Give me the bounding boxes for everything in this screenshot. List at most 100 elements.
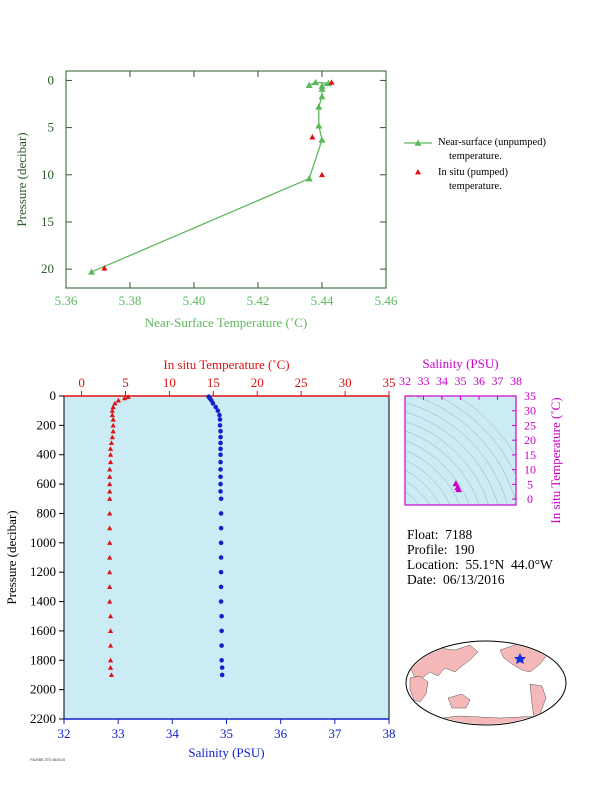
top-x-tick-label: 5.46	[375, 293, 398, 308]
salinity-point	[218, 555, 224, 560]
temperature-point	[107, 554, 113, 560]
salinity-point	[217, 417, 223, 422]
salinity-point	[218, 446, 223, 452]
ts-y-tick-label: 5	[527, 477, 533, 491]
in-situ-point	[101, 265, 108, 271]
top-y-tick-label: 15	[41, 214, 54, 229]
ts-y-tick-label: 10	[524, 463, 536, 477]
top-x-tick-label: 5.42	[247, 293, 270, 308]
top-x-axis-label: Near-Surface Temperature (˚C)	[145, 315, 307, 330]
profile-date: Date: 06/13/2016	[407, 572, 505, 587]
top-x-tick-label: 5.38	[119, 293, 142, 308]
top-plot-area	[65, 70, 387, 289]
pressure-tick-label: 800	[37, 505, 57, 520]
pressure-tick-label: 1800	[30, 652, 56, 667]
near-surface-chart: 5.36 5.38 5.40 5.42 5.44 5.46 0 5 10 15 20 Near-Sur…	[14, 70, 432, 330]
temperature-point	[107, 446, 114, 451]
salinity-point	[218, 540, 224, 546]
salinity-point	[218, 434, 223, 440]
legend-in-situ-line2: temperature.	[449, 181, 502, 192]
legend-marker-near-surface	[414, 139, 422, 146]
ts-y-axis-label: In situ Temperature (˚C)	[548, 397, 563, 523]
salinity-tick-label: 38	[383, 726, 396, 741]
salinity-point	[218, 440, 223, 446]
salinity-point	[218, 428, 223, 434]
temperature-tick-label: 5	[122, 375, 129, 390]
near-surface-point	[318, 82, 326, 89]
near-surface-point	[312, 78, 320, 86]
ts-y-tick-label: 20	[524, 433, 536, 447]
pressure-tick-label: 1000	[30, 535, 56, 550]
profile-plot-area	[63, 395, 390, 720]
salinity-axis-label: Salinity (PSU)	[188, 745, 264, 760]
pressure-tick-label: 1600	[30, 623, 56, 638]
salinity-point	[218, 525, 224, 531]
salinity-tick-label: 32	[58, 726, 71, 741]
ts-x-tick-label: 38	[510, 374, 522, 388]
ts-y-tick-label: 15	[524, 448, 536, 462]
in-situ-point	[328, 79, 335, 85]
salinity-point	[218, 467, 223, 472]
salinity-point	[218, 569, 224, 575]
salinity-tick-label: 34	[166, 726, 180, 741]
temperature-point	[110, 416, 116, 422]
temperature-point	[107, 665, 114, 670]
salinity-point	[219, 613, 224, 619]
salinity-point	[219, 628, 224, 634]
temperature-point	[107, 496, 113, 501]
pressure-tick-label: 1400	[30, 594, 56, 609]
top-y-tick-label: 20	[41, 261, 54, 276]
legend-near-surface-line2: temperature.	[449, 151, 502, 162]
salinity-point	[219, 665, 225, 670]
salinity-point	[219, 657, 224, 663]
temperature-point	[107, 466, 113, 472]
temperature-point	[107, 540, 113, 545]
temperature-point	[110, 428, 116, 434]
salinity-point	[218, 511, 224, 516]
salinity-point	[218, 452, 223, 458]
pressure-tick-label: 2200	[30, 711, 56, 726]
temperature-point	[109, 412, 115, 418]
temperature-point	[107, 481, 113, 487]
ts-x-axis-label: Salinity (PSU)	[422, 356, 498, 371]
top-x-tick-label: 5.36	[55, 293, 78, 308]
temperature-tick-label: 30	[339, 375, 352, 390]
pressure-tick-label: 0	[50, 388, 57, 403]
temperature-point	[108, 440, 115, 446]
temperature-point	[109, 434, 115, 440]
temperature-tick-label: 0	[78, 375, 85, 390]
ts-x-tick-label: 37	[492, 374, 504, 388]
pressure-tick-label: 2000	[30, 682, 56, 697]
temperature-point	[107, 584, 113, 589]
world-map	[405, 640, 567, 726]
pressure-axis-label: Pressure (decibar)	[4, 510, 19, 604]
in-situ-point	[309, 134, 316, 140]
ts-x-tick-label: 34	[436, 374, 448, 388]
salinity-point	[218, 489, 223, 494]
temperature-point	[107, 569, 113, 575]
temperature-point	[107, 474, 113, 479]
float-id: Float: 7188	[407, 527, 473, 542]
temperature-tick-label: 25	[295, 375, 308, 390]
ts-x-tick-label: 36	[473, 374, 485, 388]
top-y-tick-label: 5	[48, 120, 55, 135]
map-ocean	[405, 640, 567, 726]
temperature-point	[122, 395, 128, 401]
map-land-australia	[447, 693, 471, 709]
near-surface-point	[315, 122, 323, 129]
salinity-tick-label: 33	[112, 726, 125, 741]
ts-y-tick-label: 25	[524, 418, 536, 432]
ts-x-tick-label: 33	[418, 374, 430, 388]
pressure-tick-label: 200	[37, 417, 57, 432]
pressure-tick-label: 400	[37, 447, 57, 462]
profile-number: Profile: 190	[407, 542, 475, 557]
pressure-tick-label: 600	[37, 476, 57, 491]
temperature-point	[107, 452, 114, 457]
salinity-point	[218, 599, 224, 604]
ts-point	[455, 485, 463, 493]
pressure-tick-label: 1200	[30, 564, 56, 579]
profile-chart: 32 33 34 35 36 37 38 0 5 10 15 20 25 30 35 0 200 400 600 80…	[4, 357, 396, 760]
temperature-point	[107, 510, 113, 516]
salinity-tick-label: 36	[274, 726, 288, 741]
